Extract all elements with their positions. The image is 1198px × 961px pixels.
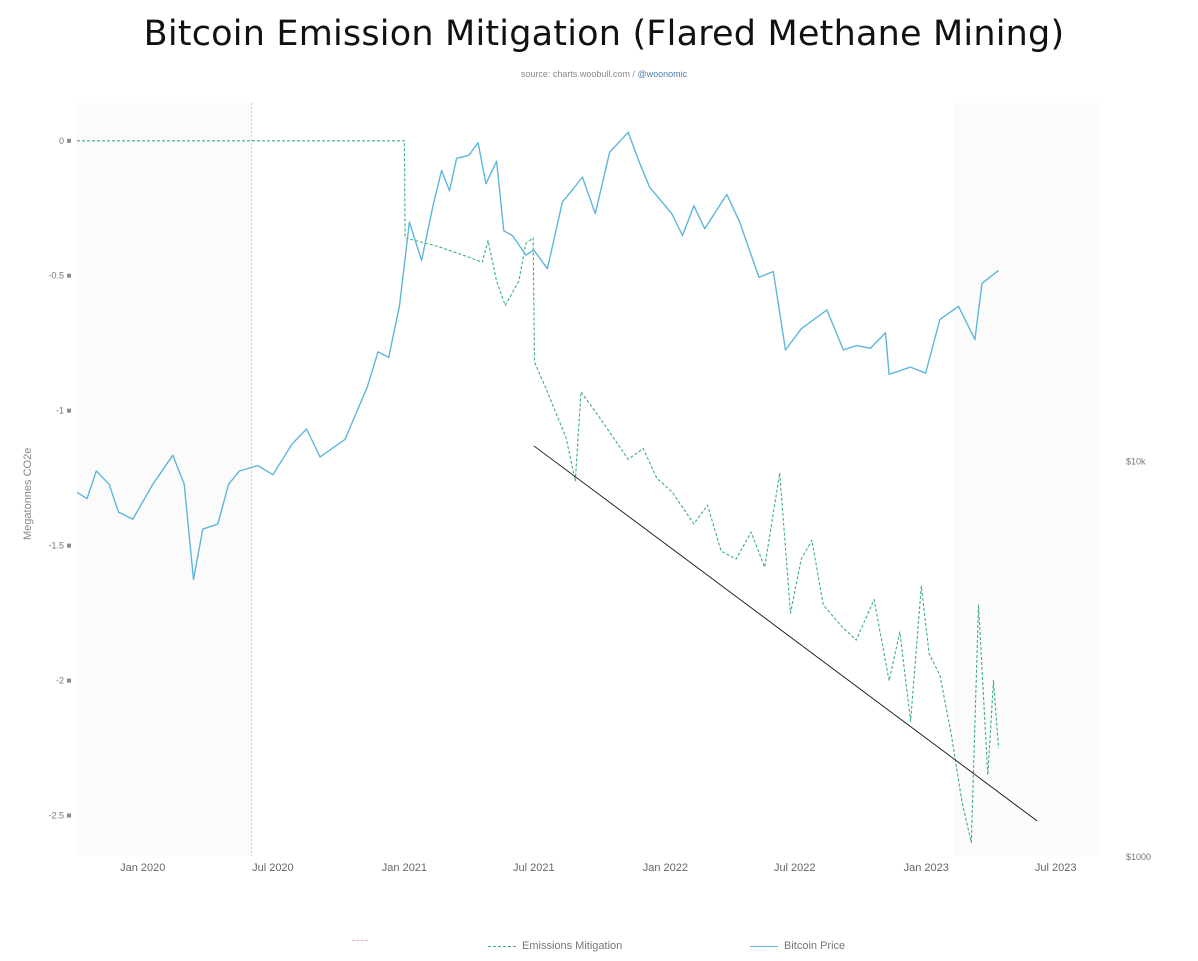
legend-item-hidden-series[interactable]	[352, 940, 374, 941]
x-tick-label: Jul 2020	[252, 862, 294, 874]
y-tick-label: -2.5	[48, 811, 64, 821]
x-tick-label: Jan 2021	[382, 862, 427, 874]
y-tick-label: -1.5	[48, 541, 64, 551]
x-tick-label: Jan 2020	[120, 862, 165, 874]
legend: Emissions Mitigation Bitcoin Price	[0, 940, 1198, 956]
y-tick-mark	[67, 408, 71, 413]
y-tick-label: 0	[59, 136, 64, 146]
y-tick-mark	[67, 138, 71, 143]
x-tick-label: Jul 2021	[513, 862, 555, 874]
legend-label-price: Bitcoin Price	[784, 940, 846, 952]
legend-swatch-emissions	[488, 945, 516, 947]
series-line-price	[76, 131, 999, 581]
source-text: source: charts.woobull.com /	[520, 69, 638, 79]
plot-shade-right	[954, 103, 1100, 856]
y2-tick-label: $1000	[1126, 852, 1151, 862]
y-tick-label: -0.5	[48, 271, 64, 281]
source-link[interactable]: @woonomic	[637, 69, 688, 79]
x-tick-label: Jan 2023	[904, 862, 949, 874]
y-tick-mark	[67, 543, 71, 548]
series-line-emissions	[77, 140, 1000, 844]
x-tick-label: Jul 2022	[774, 862, 816, 874]
legend-swatch-hidden	[352, 940, 368, 941]
y-tick-mark	[67, 273, 71, 278]
plot-shade-left	[77, 103, 252, 856]
legend-item-price[interactable]: Bitcoin Price	[750, 940, 845, 952]
y2-tick-label: $10k	[1126, 456, 1146, 466]
y-tick-mark	[67, 678, 71, 683]
legend-label-emissions: Emissions Mitigation	[522, 940, 623, 952]
y-tick-mark	[67, 813, 71, 818]
legend-swatch-price	[750, 945, 778, 947]
x-tick-label: Jan 2022	[643, 862, 688, 874]
legend-item-emissions[interactable]: Emissions Mitigation	[488, 940, 622, 952]
trend-line	[533, 445, 1038, 822]
y-tick-label: -1	[56, 406, 64, 416]
chart-source: source: charts.woobull.com / @woonomic	[0, 69, 1198, 79]
x-tick-label: Jul 2023	[1035, 862, 1077, 874]
y-tick-label: -2	[56, 676, 64, 686]
chart-title: Bitcoin Emission Mitigation (Flared Meth…	[143, 14, 1065, 54]
